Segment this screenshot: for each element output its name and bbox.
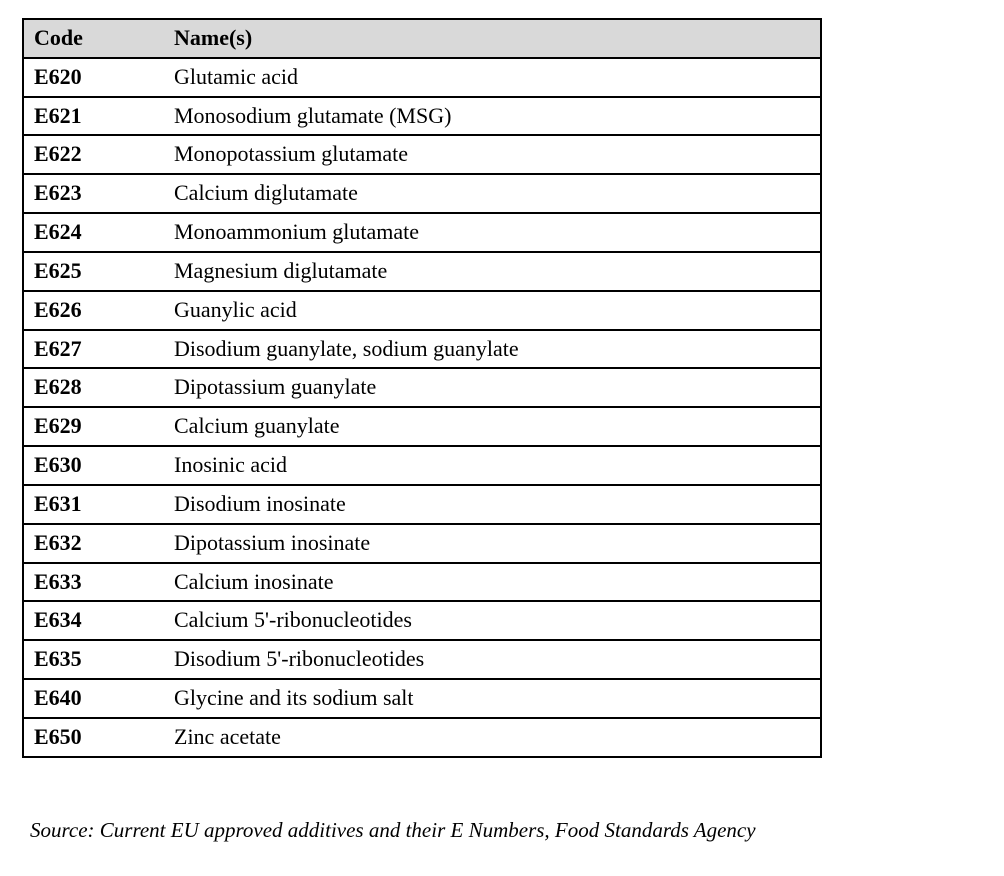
table-row: E640 Glycine and its sodium salt (23, 678, 821, 719)
name-cell: Dipotassium guanylate (164, 367, 821, 409)
table-header: Code Name(s) (23, 18, 821, 59)
code-cell: E624 (23, 212, 164, 253)
code-cell: E650 (23, 716, 164, 758)
name-cell: Disodium inosinate (164, 483, 821, 525)
code-cell: E625 (23, 250, 164, 292)
column-header-names: Name(s) (164, 18, 821, 59)
table-row: E628 Dipotassium guanylate (23, 367, 821, 409)
code-cell: E631 (23, 483, 164, 525)
name-cell: Monosodium glutamate (MSG) (164, 95, 821, 137)
code-cell: E635 (23, 639, 164, 681)
code-cell: E640 (23, 678, 164, 719)
name-cell: Zinc acetate (164, 716, 821, 758)
header-row: Code Name(s) (23, 18, 821, 59)
code-cell: E630 (23, 445, 164, 486)
code-cell: E622 (23, 134, 164, 176)
name-cell: Calcium 5'-ribonucleotides (164, 600, 821, 642)
code-cell: E633 (23, 561, 164, 603)
table-row: E631 Disodium inosinate (23, 483, 821, 525)
code-cell: E621 (23, 95, 164, 137)
name-cell: Calcium inosinate (164, 561, 821, 603)
table-row: E620 Glutamic acid (23, 56, 821, 98)
name-cell: Inosinic acid (164, 445, 821, 486)
name-cell: Disodium 5'-ribonucleotides (164, 639, 821, 681)
name-cell: Magnesium diglutamate (164, 250, 821, 292)
code-cell: E627 (23, 328, 164, 370)
table-row: E635 Disodium 5'-ribonucleotides (23, 639, 821, 681)
table-row: E625 Magnesium diglutamate (23, 250, 821, 292)
table-row: E630 Inosinic acid (23, 445, 821, 486)
column-header-code: Code (23, 18, 164, 59)
table-row: E623 Calcium diglutamate (23, 173, 821, 215)
table-row: E632 Dipotassium inosinate (23, 522, 821, 564)
name-cell: Calcium diglutamate (164, 173, 821, 215)
name-cell: Disodium guanylate, sodium guanylate (164, 328, 821, 370)
table-row: E634 Calcium 5'-ribonucleotides (23, 600, 821, 642)
name-cell: Glutamic acid (164, 56, 821, 98)
table-row: E633 Calcium inosinate (23, 561, 821, 603)
table-row: E629 Calcium guanylate (23, 406, 821, 448)
code-cell: E623 (23, 173, 164, 215)
table-body: E620 Glutamic acid E621 Monosodium glutamat… (23, 56, 821, 758)
name-cell: Calcium guanylate (164, 406, 821, 448)
name-cell: Monopotassium glutamate (164, 134, 821, 176)
table-row: E626 Guanylic acid (23, 289, 821, 331)
source-citation: Source: Current EU approved additives an… (30, 818, 756, 842)
code-cell: E634 (23, 600, 164, 642)
additives-table: Code Name(s) E620 Glutamic acid E621 Monoso… (22, 18, 822, 758)
code-cell: E626 (23, 289, 164, 331)
table-row: E650 Zinc acetate (23, 716, 821, 758)
code-cell: E632 (23, 522, 164, 564)
table-row: E621 Monosodium glutamate (MSG) (23, 95, 821, 137)
name-cell: Dipotassium inosinate (164, 522, 821, 564)
table-row: E627 Disodium guanylate, sodium guanylate (23, 328, 821, 370)
code-cell: E629 (23, 406, 164, 448)
table-row: E622 Monopotassium glutamate (23, 134, 821, 176)
name-cell: Glycine and its sodium salt (164, 678, 821, 719)
code-cell: E620 (23, 56, 164, 98)
table-row: E624 Monoammonium glutamate (23, 212, 821, 253)
name-cell: Guanylic acid (164, 289, 821, 331)
code-cell: E628 (23, 367, 164, 409)
name-cell: Monoammonium glutamate (164, 212, 821, 253)
